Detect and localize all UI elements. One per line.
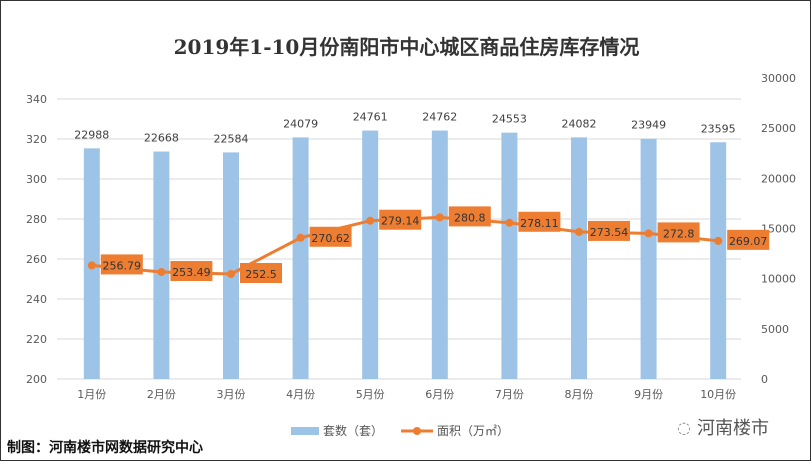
line-point — [435, 213, 444, 222]
line-point — [227, 270, 235, 278]
line-label-box — [170, 261, 213, 282]
right-tick-label: 20000 — [761, 172, 796, 185]
line-data-label: 270.62 — [311, 232, 350, 245]
x-tick-label: 2月份 — [147, 388, 176, 401]
line-label-box — [240, 263, 282, 283]
left-tick-label: 220 — [26, 333, 47, 346]
legend-label: 套数（套） — [323, 424, 384, 438]
bar-data-label: 24082 — [562, 117, 597, 130]
bar — [292, 137, 309, 379]
legend-label: 面积（万㎡） — [437, 424, 510, 438]
line-point — [644, 229, 653, 238]
x-tick-label: 10月份 — [700, 388, 736, 401]
line-label-box — [448, 206, 491, 227]
bar-data-label: 24079 — [283, 117, 318, 130]
line-label-box — [518, 211, 561, 232]
line-point — [575, 227, 583, 236]
line-data-label: 278.11 — [520, 217, 559, 230]
bar-data-label: 22668 — [144, 132, 179, 145]
bar — [710, 142, 727, 379]
left-tick-label: 260 — [26, 253, 47, 266]
right-tick-label: 0 — [761, 373, 768, 386]
line-point — [366, 216, 375, 225]
bar — [431, 130, 448, 379]
bar-data-label: 22988 — [74, 128, 109, 141]
line-label-box — [309, 226, 352, 247]
x-tick-label: 5月份 — [356, 388, 385, 401]
left-tick-label: 340 — [26, 93, 47, 106]
logo: ◌ 河南楼市 — [677, 414, 769, 440]
x-tick-label: 9月份 — [634, 388, 663, 401]
line-data-label: 272.8 — [663, 227, 695, 240]
x-tick-label: 1月份 — [77, 388, 106, 401]
line-data-label: 269.07 — [729, 235, 768, 248]
line-point — [87, 261, 96, 270]
bar-data-label: 23949 — [631, 119, 666, 132]
left-tick-label: 320 — [26, 133, 47, 146]
x-tick-label: 8月份 — [565, 388, 594, 401]
legend-line-swatch — [401, 426, 433, 435]
left-tick-label: 280 — [26, 213, 47, 226]
bar — [640, 138, 657, 379]
bar-data-label: 24762 — [422, 111, 457, 124]
line-label-box — [657, 222, 700, 243]
line-data-label: 280.8 — [454, 211, 486, 224]
line-label-box — [588, 220, 630, 241]
left-tick-label: 300 — [26, 173, 47, 186]
line-data-label: 279.14 — [381, 215, 420, 228]
line-data-label: 252.5 — [245, 268, 277, 281]
line-data-label: 273.54 — [590, 226, 629, 239]
line-data-label: 256.79 — [103, 259, 142, 272]
line-point — [296, 233, 305, 242]
right-tick-label: 25000 — [761, 122, 796, 135]
line-point — [157, 268, 166, 277]
logo-text: 河南楼市 — [696, 418, 769, 439]
legend-item-bars: 套数（套） — [291, 422, 383, 439]
left-tick-label: 240 — [26, 293, 47, 306]
credit-text: 制图：河南楼市网数据研究中心 — [7, 440, 203, 456]
x-tick-label: 3月份 — [217, 388, 246, 401]
bar-data-label: 24553 — [492, 113, 527, 126]
line-label-box — [727, 229, 770, 250]
x-tick-label: 4月份 — [286, 388, 315, 401]
bar — [223, 152, 239, 379]
legend-bar-swatch — [291, 426, 319, 435]
line-label-box — [379, 209, 422, 230]
chart-title: 2019年1-10月份南阳市中心城区商品住房库存情况 — [173, 35, 640, 59]
left-tick-label: 200 — [26, 373, 47, 386]
bar — [571, 137, 587, 379]
line-label-box — [100, 254, 143, 275]
bar — [153, 151, 170, 379]
bar-data-label: 24761 — [353, 111, 388, 124]
x-tick-label: 7月份 — [495, 388, 524, 401]
bar — [362, 130, 379, 379]
line-point — [714, 236, 723, 245]
x-tick-label: 6月份 — [425, 388, 454, 401]
right-tick-label: 10000 — [761, 273, 796, 286]
right-tick-label: 5000 — [761, 323, 789, 336]
line-point — [505, 218, 514, 227]
right-tick-label: 30000 — [761, 72, 796, 85]
bar-data-label: 23595 — [701, 122, 736, 135]
wechat-icon: ◌ — [677, 417, 691, 437]
right-tick-label: 15000 — [761, 223, 796, 236]
bar — [501, 132, 518, 379]
legend-item-line: 面积（万㎡） — [401, 422, 509, 439]
bar-data-label: 22584 — [214, 132, 249, 145]
line-data-label: 253.49 — [172, 266, 211, 279]
